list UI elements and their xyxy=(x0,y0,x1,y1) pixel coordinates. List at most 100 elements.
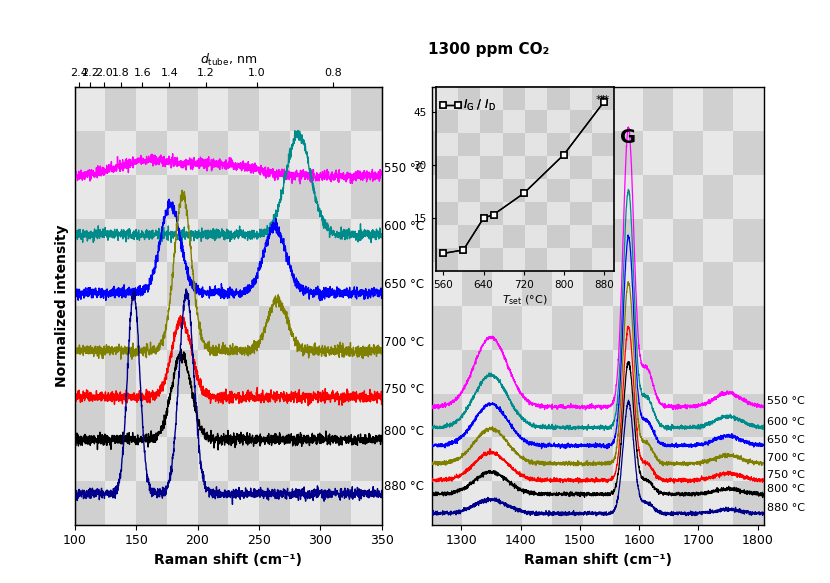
Bar xyxy=(432,394,461,437)
Bar xyxy=(458,225,481,248)
Bar xyxy=(228,394,259,437)
Text: 550 °C: 550 °C xyxy=(384,162,424,175)
Bar xyxy=(136,175,167,219)
Bar xyxy=(198,219,228,262)
Bar xyxy=(503,110,525,134)
Bar xyxy=(136,437,167,481)
Bar xyxy=(643,262,673,306)
Bar xyxy=(351,437,382,481)
Bar xyxy=(259,219,290,262)
Bar xyxy=(569,248,592,271)
Bar xyxy=(351,306,382,350)
Bar xyxy=(105,481,136,525)
Bar xyxy=(105,219,136,262)
Bar xyxy=(167,437,198,481)
Bar xyxy=(643,350,673,394)
Bar xyxy=(547,248,569,271)
Bar xyxy=(613,87,643,131)
Bar xyxy=(436,110,458,134)
Bar xyxy=(643,87,673,131)
Bar xyxy=(703,481,734,525)
Bar xyxy=(432,350,461,394)
Bar xyxy=(613,394,643,437)
Bar xyxy=(432,262,461,306)
Bar xyxy=(592,225,614,248)
Bar xyxy=(75,219,105,262)
Bar xyxy=(351,131,382,175)
Bar xyxy=(643,394,673,437)
Bar xyxy=(703,394,734,437)
Bar xyxy=(461,481,492,525)
Bar xyxy=(105,131,136,175)
Bar xyxy=(547,202,569,225)
Bar xyxy=(259,306,290,350)
Bar xyxy=(552,175,583,219)
Bar xyxy=(75,481,105,525)
Bar xyxy=(290,437,320,481)
Bar xyxy=(522,131,552,175)
Bar xyxy=(228,306,259,350)
Bar xyxy=(734,219,764,262)
Bar xyxy=(105,175,136,219)
Text: G: G xyxy=(620,128,637,147)
Bar xyxy=(547,134,569,156)
Bar xyxy=(643,131,673,175)
Bar xyxy=(75,175,105,219)
Bar xyxy=(198,437,228,481)
Bar xyxy=(583,262,613,306)
Bar xyxy=(492,175,522,219)
Bar xyxy=(458,156,481,179)
Bar xyxy=(167,131,198,175)
Bar xyxy=(525,225,547,248)
Bar xyxy=(167,306,198,350)
Bar xyxy=(522,306,552,350)
Bar xyxy=(503,248,525,271)
Bar xyxy=(503,180,525,202)
Bar xyxy=(136,394,167,437)
Bar xyxy=(703,131,734,175)
Bar xyxy=(228,219,259,262)
Text: 700 °C: 700 °C xyxy=(384,336,424,349)
Bar xyxy=(320,219,351,262)
Y-axis label: Normalized intensity: Normalized intensity xyxy=(55,225,69,387)
Bar xyxy=(198,131,228,175)
Bar xyxy=(583,306,613,350)
X-axis label: $T_\mathrm{set}$ (°C): $T_\mathrm{set}$ (°C) xyxy=(502,293,548,307)
Bar xyxy=(167,219,198,262)
Bar xyxy=(432,481,461,525)
Bar xyxy=(461,437,492,481)
Bar xyxy=(432,131,461,175)
Bar xyxy=(734,262,764,306)
Bar xyxy=(436,225,458,248)
Bar xyxy=(436,87,458,110)
Bar xyxy=(583,131,613,175)
Bar xyxy=(492,437,522,481)
Bar xyxy=(351,175,382,219)
Bar xyxy=(259,481,290,525)
Bar xyxy=(503,87,525,110)
Bar xyxy=(613,350,643,394)
Bar xyxy=(552,394,583,437)
Bar xyxy=(552,219,583,262)
Bar xyxy=(198,175,228,219)
Text: D: D xyxy=(439,128,455,147)
Bar xyxy=(583,175,613,219)
Bar xyxy=(351,262,382,306)
Bar xyxy=(481,134,503,156)
Bar xyxy=(481,248,503,271)
Bar xyxy=(432,87,461,131)
Bar xyxy=(259,394,290,437)
Bar xyxy=(290,394,320,437)
Bar xyxy=(592,180,614,202)
Bar xyxy=(492,350,522,394)
Bar xyxy=(320,131,351,175)
Bar xyxy=(228,87,259,131)
Bar xyxy=(583,481,613,525)
Bar xyxy=(167,175,198,219)
Bar xyxy=(673,394,703,437)
Text: **: ** xyxy=(596,94,608,104)
Bar xyxy=(613,131,643,175)
Bar xyxy=(75,437,105,481)
Bar xyxy=(198,481,228,525)
Bar xyxy=(481,202,503,225)
